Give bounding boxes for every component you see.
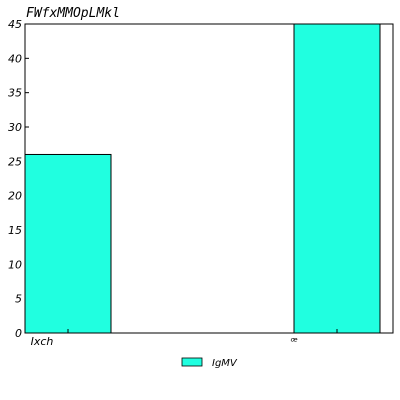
y-tick-label: 5 [15, 293, 22, 306]
y-tick-label: 35 [8, 87, 22, 100]
legend: IgMV [181, 357, 238, 369]
x-tick-label: Ixch [31, 335, 54, 348]
chart-title: FWfxMMOpLMkl [26, 6, 120, 21]
y-tick-label: 10 [8, 258, 22, 271]
y-tick-label: 45 [8, 18, 22, 31]
y-tick-label: 40 [8, 52, 22, 65]
x-tick-label: ꟹ [290, 335, 297, 348]
bar-0 [24, 153, 112, 334]
y-tick-label: 15 [8, 224, 22, 237]
y-tick-label: 25 [8, 155, 22, 168]
legend-swatch [181, 357, 203, 367]
plot-frame [24, 23, 394, 334]
y-axis-ticks: 0 5 10 15 20 25 30 35 40 45 [8, 18, 29, 340]
x-axis-labels: Ixch ꟹ [31, 329, 338, 348]
y-tick-label: 30 [8, 121, 22, 134]
y-tick-label: 0 [15, 327, 22, 340]
bars [24, 23, 381, 334]
legend-label: IgMV [212, 358, 238, 369]
bar-1 [293, 23, 381, 334]
y-tick-label: 20 [8, 190, 22, 203]
